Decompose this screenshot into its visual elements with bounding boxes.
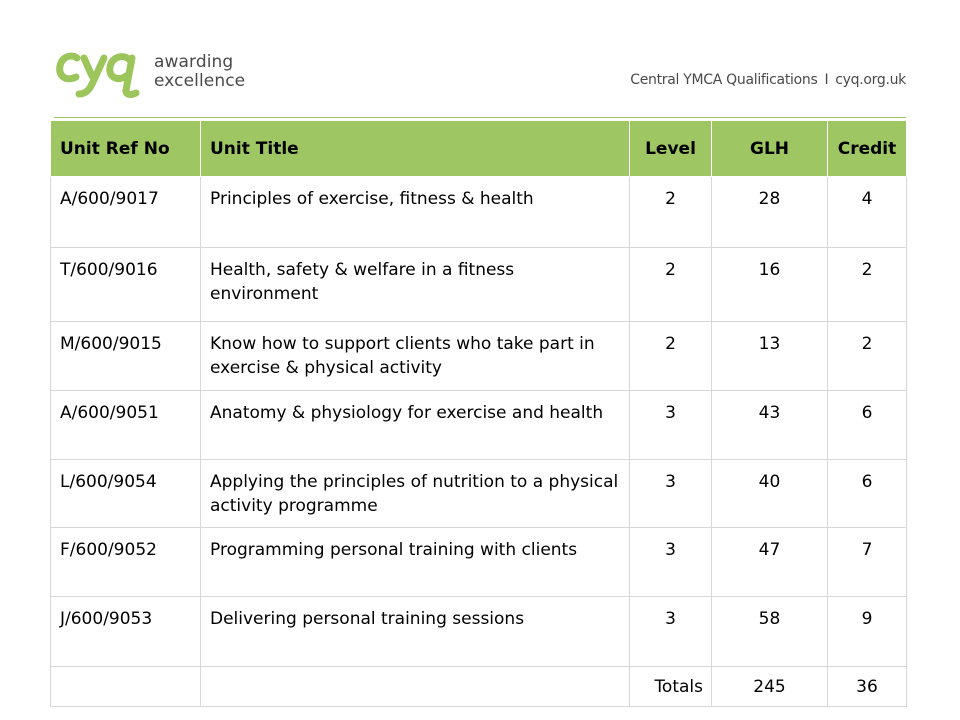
credit-cell: 2 xyxy=(827,247,907,322)
credit-cell: 2 xyxy=(827,321,907,391)
glh-cell: 28 xyxy=(711,176,828,248)
table-header-row: Unit Ref No Unit Title Level GLH Credit xyxy=(50,120,907,177)
unit-title-cell: Delivering personal training sessions xyxy=(200,596,630,667)
unit-ref-cell: A/600/9051 xyxy=(50,390,201,460)
empty-cell xyxy=(200,666,630,707)
unit-ref-cell: F/600/9052 xyxy=(50,527,201,597)
unit-ref-cell: L/600/9054 xyxy=(50,459,201,528)
table-row: A/600/9017 Principles of exercise, fitne… xyxy=(50,176,907,248)
unit-ref-cell: M/600/9015 xyxy=(50,321,201,391)
level-cell: 3 xyxy=(629,527,712,597)
credit-cell: 9 xyxy=(827,596,907,667)
credit-cell: 7 xyxy=(827,527,907,597)
unit-title-cell: Applying the principles of nutrition to … xyxy=(200,459,630,528)
level-cell: 2 xyxy=(629,321,712,391)
empty-cell xyxy=(50,666,201,707)
column-header-unit-title: Unit Title xyxy=(200,120,630,177)
level-cell: 2 xyxy=(629,176,712,248)
column-header-unit-ref: Unit Ref No xyxy=(50,120,201,177)
column-header-glh: GLH xyxy=(711,120,828,177)
logo-wordmark: awarding excellence xyxy=(154,53,245,91)
glh-cell: 58 xyxy=(711,596,828,667)
level-cell: 3 xyxy=(629,459,712,528)
units-table: Unit Ref No Unit Title Level GLH Credit … xyxy=(50,120,907,707)
unit-title-cell: Anatomy & physiology for exercise and he… xyxy=(200,390,630,460)
totals-row: Totals 245 36 xyxy=(50,666,907,707)
level-cell: 3 xyxy=(629,390,712,460)
total-credit: 36 xyxy=(827,666,907,707)
glh-cell: 40 xyxy=(711,459,828,528)
unit-title-cell: Programming personal training with clien… xyxy=(200,527,630,597)
organisation-name: Central YMCA Qualifications xyxy=(630,72,818,88)
credit-cell: 6 xyxy=(827,459,907,528)
unit-ref-cell: A/600/9017 xyxy=(50,176,201,248)
table-row: L/600/9054 Applying the principles of nu… xyxy=(50,459,907,528)
level-cell: 3 xyxy=(629,596,712,667)
column-header-level: Level xyxy=(629,120,712,177)
page-header: awarding excellence Central YMCA Qualifi… xyxy=(0,0,960,118)
cyq-logo-mark xyxy=(56,52,140,98)
tagline-separator: I xyxy=(824,72,829,88)
table-row: F/600/9052 Programming personal training… xyxy=(50,527,907,597)
level-cell: 2 xyxy=(629,247,712,322)
logo-word-excellence: excellence xyxy=(154,71,246,91)
table-row: T/600/9016 Health, safety & welfare in a… xyxy=(50,247,907,322)
unit-title-cell: Health, safety & welfare in a fitness en… xyxy=(200,247,630,322)
totals-label: Totals xyxy=(629,666,712,707)
column-header-credit: Credit xyxy=(827,120,907,177)
cyq-logo: awarding excellence xyxy=(54,44,245,100)
credit-cell: 6 xyxy=(827,390,907,460)
unit-ref-cell: J/600/9053 xyxy=(50,596,201,667)
unit-title-cell: Principles of exercise, fitness & health xyxy=(200,176,630,248)
unit-title-cell: Know how to support clients who take par… xyxy=(200,321,630,391)
logo-word-awarding: awarding xyxy=(154,52,234,72)
unit-ref-cell: T/600/9016 xyxy=(50,247,201,322)
organisation-website: cyq.org.uk xyxy=(835,72,906,88)
header-divider xyxy=(54,117,906,118)
glh-cell: 16 xyxy=(711,247,828,322)
credit-cell: 4 xyxy=(827,176,907,248)
glh-cell: 13 xyxy=(711,321,828,391)
table-row: M/600/9015 Know how to support clients w… xyxy=(50,321,907,391)
table-row: A/600/9051 Anatomy & physiology for exer… xyxy=(50,390,907,460)
glh-cell: 47 xyxy=(711,527,828,597)
glh-cell: 43 xyxy=(711,390,828,460)
table-row: J/600/9053 Delivering personal training … xyxy=(50,596,907,667)
total-glh: 245 xyxy=(711,666,828,707)
